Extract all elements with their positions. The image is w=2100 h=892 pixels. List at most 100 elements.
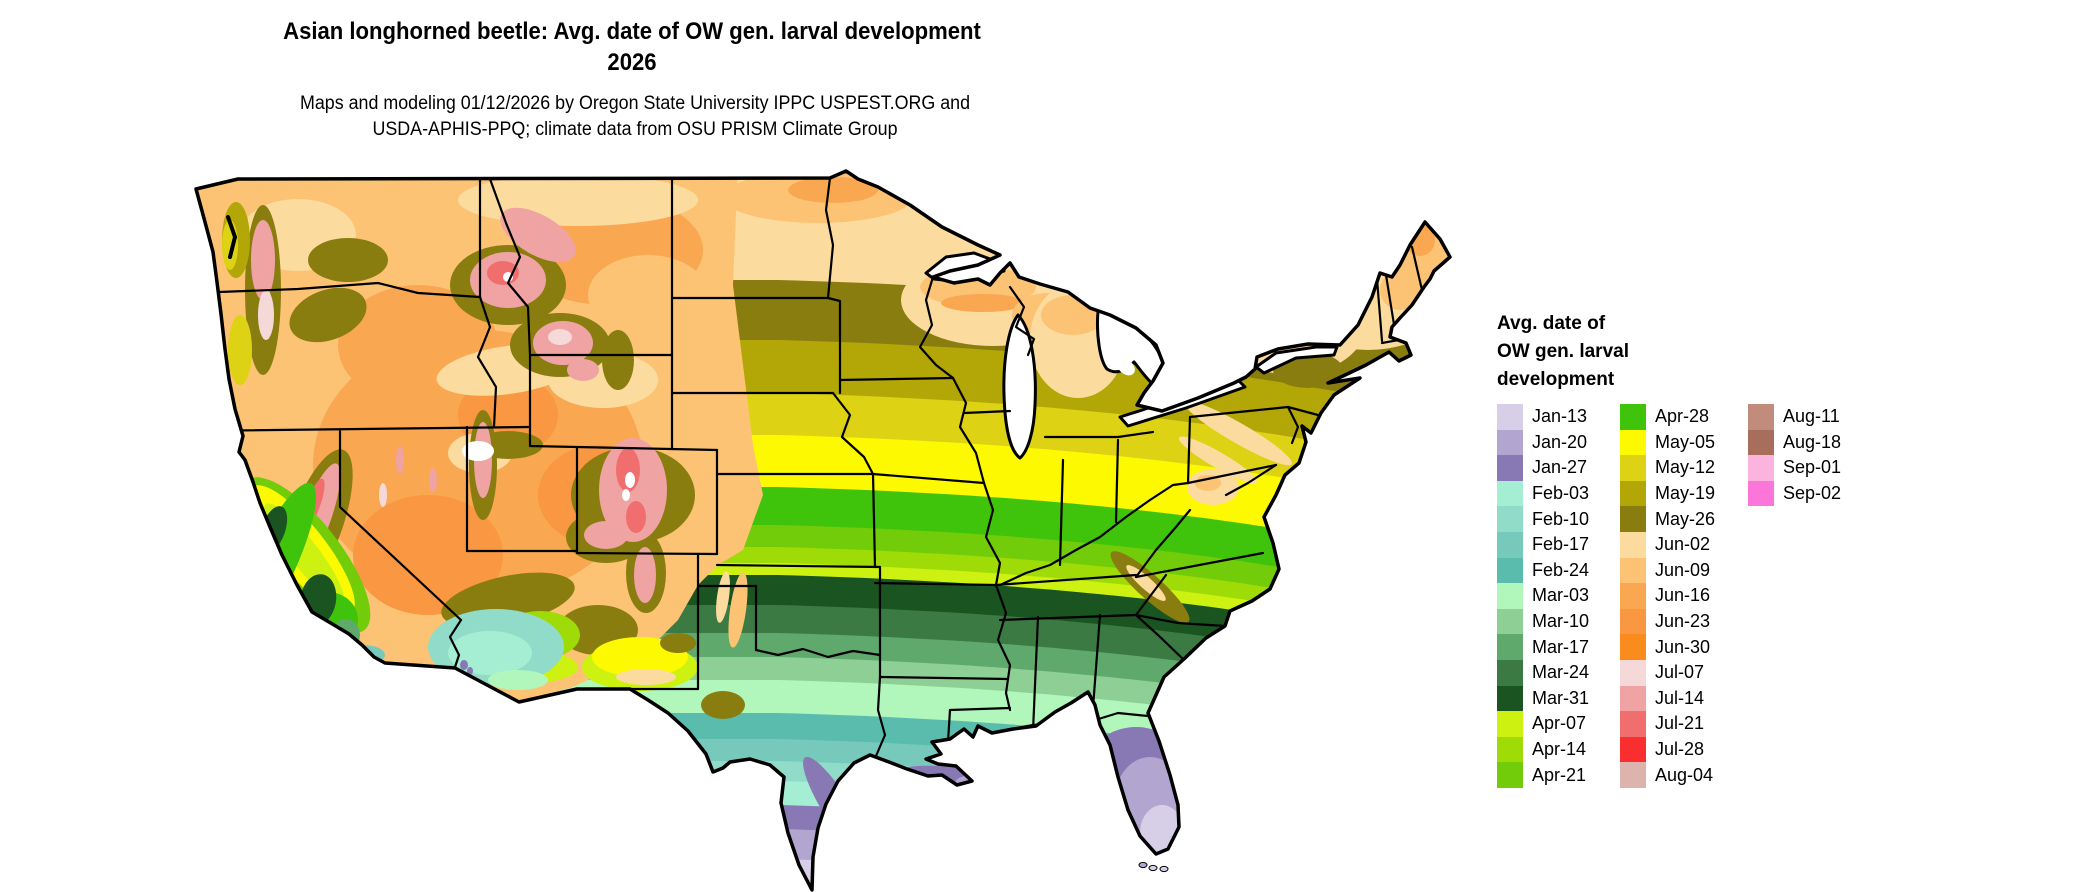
state-border — [1134, 573, 1168, 617]
legend-row: Feb-03 — [1497, 480, 1589, 507]
state-border — [826, 296, 842, 395]
legend-title-line1: Avg. date of — [1497, 313, 1606, 334]
legend-swatch — [1748, 429, 1774, 456]
legend-swatch — [1620, 634, 1646, 660]
legend-label: Apr-14 — [1532, 739, 1587, 760]
state-border — [951, 376, 1012, 712]
legend-swatch — [1620, 480, 1646, 507]
map-subtitle-line1: Maps and modeling 01/12/2026 by Oregon S… — [299, 93, 971, 114]
legend-label: Apr-21 — [1532, 764, 1587, 785]
legend-row: Jun-02 — [1620, 531, 1715, 558]
state-border — [874, 675, 887, 758]
legend-swatch — [1497, 557, 1523, 584]
legend-swatch — [1620, 762, 1646, 788]
legend-label: May-19 — [1655, 483, 1716, 504]
terrain-patch-jun16 — [788, 177, 878, 203]
terrain-patch-jun09 — [1041, 295, 1105, 335]
legend-swatch — [1497, 506, 1523, 532]
map-title-line1: Asian longhorned beetle: Avg. date of OW… — [283, 18, 981, 45]
state-border — [1188, 405, 1290, 419]
terrain-patch-jul14 — [584, 521, 628, 549]
legend-label: Jun-16 — [1655, 585, 1711, 606]
terrain-patch-feb03 — [448, 631, 532, 675]
terrain-patch-may26 — [602, 330, 634, 390]
state-border — [1134, 613, 1227, 628]
legend-swatch — [1620, 557, 1646, 584]
state-border — [871, 472, 986, 485]
legend-label: Sep-02 — [1783, 483, 1842, 504]
state-border — [871, 472, 877, 569]
terrain-patch-jun09 — [1288, 251, 1372, 315]
state-border — [831, 391, 875, 476]
map-title: Asian longhorned beetle: Avg. date of OW… — [51, 16, 1214, 78]
terrain-patch-jul14 — [634, 547, 656, 603]
date-band-feb17 — [196, 739, 1450, 890]
state-border — [1058, 458, 1065, 567]
terrain-patch-jul14 — [599, 438, 667, 542]
state-border — [1186, 463, 1278, 485]
terrain-patch-jul21 — [626, 501, 646, 533]
legend-row: May-19 — [1620, 480, 1716, 507]
legend-label: Aug-18 — [1783, 431, 1842, 452]
map-subtitle-line2: USDA-APHIS-PPQ; climate data from OSU PR… — [372, 118, 898, 140]
terrain-patch-jan27 — [467, 667, 473, 675]
legend-row: Apr-28 — [1620, 404, 1715, 430]
state-border — [946, 708, 952, 744]
legend-row: Jul-14 — [1620, 685, 1715, 712]
florida-keys — [1148, 864, 1158, 872]
legend-swatch — [1620, 429, 1646, 456]
terrain-patch-white — [462, 441, 494, 461]
terrain-patch-may12 — [228, 315, 252, 385]
legend-row: Jul-21 — [1620, 711, 1715, 737]
state-border — [1008, 285, 1036, 357]
state-border — [528, 444, 719, 452]
state-border — [948, 706, 1012, 712]
legend-row: Apr-21 — [1497, 762, 1589, 788]
legend-label: May-12 — [1655, 457, 1716, 478]
legend-swatch — [1620, 736, 1646, 763]
legend-label: May-26 — [1655, 508, 1716, 529]
legend-column-3: Aug-11 Aug-18 Sep-01 Sep-02 — [1748, 404, 1842, 507]
terrain-patch-jul14 — [251, 220, 275, 300]
florida-keys — [1138, 861, 1148, 869]
legend-row: Mar-10 — [1497, 608, 1589, 635]
legend-swatch — [1497, 736, 1523, 763]
legend-swatch — [1620, 583, 1646, 609]
state-border — [998, 613, 1138, 622]
terrain-patch-may26 — [660, 633, 696, 653]
florida-keys — [1159, 865, 1169, 873]
terrain-patch-jun23 — [353, 495, 503, 615]
legend-label: Feb-24 — [1532, 559, 1590, 580]
terrain-patch-may26 — [308, 238, 388, 282]
legend-label: Apr-28 — [1655, 406, 1710, 427]
legend-row: Feb-17 — [1497, 531, 1589, 558]
legend-row: May-05 — [1620, 429, 1715, 456]
lake-michigan — [1002, 313, 1037, 460]
date-band-jan13 — [196, 859, 1450, 890]
lake-ontario — [1254, 345, 1339, 375]
terrain-patch-jun02 — [616, 669, 676, 685]
terrain-patch-white — [622, 489, 630, 501]
terrain-patch-jul14 — [500, 207, 576, 263]
legend-swatch — [1620, 685, 1646, 712]
legend-label: Mar-31 — [1532, 687, 1590, 708]
legend-label: Jun-09 — [1655, 559, 1711, 580]
state-border — [994, 573, 1138, 587]
legend-label: Jul-14 — [1655, 687, 1705, 708]
state-border — [824, 176, 835, 300]
terrain-patch-jun02 — [716, 571, 730, 623]
legend-swatch — [1620, 531, 1646, 558]
state-border — [1286, 405, 1300, 445]
state-border — [754, 647, 882, 659]
date-band-feb24 — [196, 713, 1450, 890]
legend-label: Apr-07 — [1532, 713, 1587, 734]
legend-swatch — [1620, 404, 1646, 430]
map-title-year: 2026 — [607, 49, 657, 76]
legend-swatch — [1497, 685, 1523, 712]
state-border — [1043, 430, 1155, 439]
legend-row: Apr-07 — [1497, 711, 1589, 737]
legend-swatch — [1748, 455, 1774, 481]
legend-row: May-26 — [1620, 506, 1715, 532]
state-border — [998, 481, 1190, 587]
